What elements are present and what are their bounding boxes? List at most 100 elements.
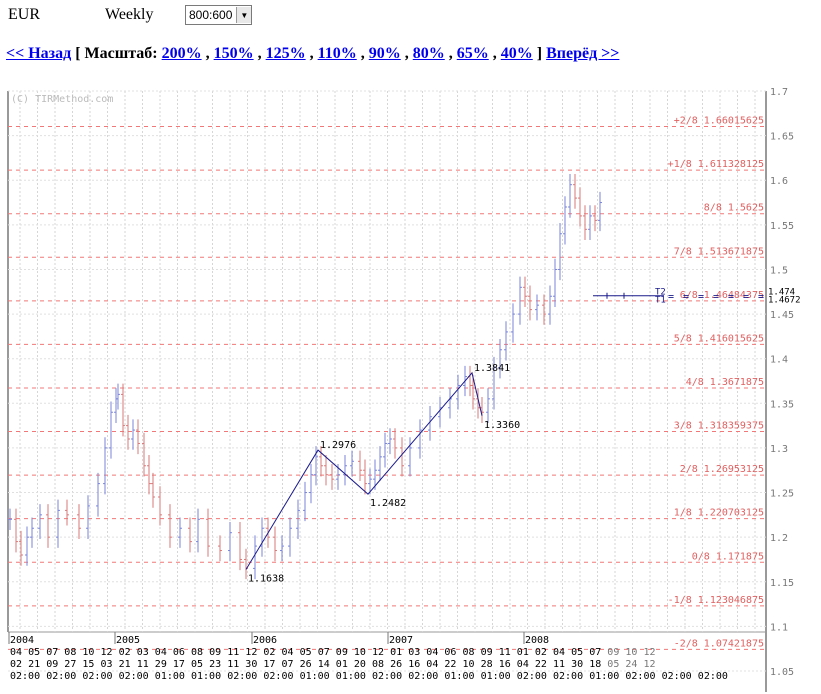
level-label: 2/8 1.26953125 [680,464,764,475]
target-dash: = [668,292,674,303]
x-month-label: 02 [119,647,131,658]
x-month-label: 10 [354,647,366,658]
x-month-label: 12 [245,647,257,658]
target-dash: = [728,292,734,303]
x-month-label: 08 [463,647,475,658]
x-month-label: 10 [625,647,637,658]
x-month-label: 03 [408,647,420,658]
target-dash: = [713,292,719,303]
x-month-label: 12 [101,647,113,658]
zoom-link-90[interactable]: 90% [368,45,401,62]
forward-link[interactable]: Вперёд >> [546,45,620,62]
x-time-label: 02:00 [119,671,149,682]
zoom-separator: , [492,45,497,62]
target-dash: = [758,292,764,303]
x-month-label: 04 [155,647,167,658]
x-time-label: 02:00 [46,671,76,682]
x-day-label: 22 [535,659,547,670]
level-label: -1/8 1.123046875 [668,595,764,606]
x-month-label: 09 [481,647,493,658]
x-month-label: 05 [300,647,312,658]
x-month-label: 12 [644,647,656,658]
x-time-label: 02:00 [82,671,112,682]
level-label: 0/8 1.171875 [692,551,764,562]
x-day-label: 02 [10,659,22,670]
chevron-down-icon[interactable]: ▼ [236,7,252,23]
top-bar: EUR Weekly 800:600 ▼ [8,4,253,26]
size-select-value: 800:600 [189,8,233,22]
x-month-label: 01 [390,647,402,658]
y-tick-label: 1.25 [770,489,794,500]
year-label: 2004 [10,635,34,646]
target-label-t2: T2 [655,288,666,298]
x-day-label: 08 [372,659,384,670]
close-bracket: ] [536,45,543,62]
x-time-label: 02:00 [372,671,402,682]
x-day-label: 07 [282,659,294,670]
x-month-label: 04 [553,647,565,658]
zigzag-label: 1.3841 [474,363,510,374]
x-day-label: 05 [607,659,619,670]
x-day-label: 16 [408,659,420,670]
x-month-label: 01 [517,647,529,658]
x-month-label: 02 [263,647,275,658]
y-tick-label: 1.55 [770,221,794,232]
x-month-label: 09 [607,647,619,658]
zigzag-label: 1.3360 [484,420,520,431]
x-month-label: 04 [426,647,438,658]
x-day-label: 16 [499,659,511,670]
x-month-label: 06 [444,647,456,658]
zoom-link-110[interactable]: 110% [317,45,357,62]
x-month-label: 04 [282,647,294,658]
zoom-separator: , [360,45,365,62]
level-label: 5/8 1.416015625 [674,333,764,344]
zoom-link-40[interactable]: 40% [500,45,533,62]
y-tick-label: 1.65 [770,132,794,143]
zoom-separator: , [404,45,409,62]
x-day-label: 30 [571,659,583,670]
x-month-label: 07 [589,647,601,658]
x-day-label: 10 [463,659,475,670]
price-chart: 1.7 1.65 1.6 1.55 1.5 1.45 1.4 1.35 1.3 1.25 1.2 1.… [7,87,801,692]
x-month-label: 07 [46,647,58,658]
year-label: 2007 [389,635,413,646]
x-time-label: 02:00 [517,671,547,682]
target-dash: = [683,292,689,303]
x-time-label: 01:00 [300,671,330,682]
zoom-link-125[interactable]: 125% [265,45,306,62]
level-label: +1/8 1.611328125 [668,159,764,170]
zoom-link-200[interactable]: 200% [161,45,202,62]
back-link[interactable]: << Назад [6,45,72,62]
level-label: +2/8 1.66015625 [674,116,764,127]
x-day-label: 23 [209,659,221,670]
x-time-label: 02:00 [227,671,257,682]
target-dash: = [743,292,749,303]
y-tick-label: 1.7 [770,87,788,98]
x-day-label: 26 [300,659,312,670]
x-month-label: 08 [64,647,76,658]
zoom-link-80[interactable]: 80% [412,45,445,62]
zigzag-label: 1.2976 [320,440,356,451]
x-day-label: 05 [191,659,203,670]
size-select[interactable]: 800:600 ▼ [185,5,253,25]
level-label: 6/8 1.46484375 [680,290,764,301]
x-day-label: 15 [82,659,94,670]
zoom-link-65[interactable]: 65% [456,45,489,62]
zigzag-label: 1.2482 [370,498,406,509]
x-day-label: 11 [553,659,565,670]
x-time-label: 02:00 [553,671,583,682]
x-day-label: 22 [444,659,456,670]
x-time-label: 01:00 [444,671,474,682]
zoom-link-150[interactable]: 150% [213,45,254,62]
x-month-label: 12 [372,647,384,658]
target-label-t1: T1 [655,296,666,306]
y-tick-label: 1.2 [770,533,788,544]
x-time-label: 01:00 [481,671,511,682]
target-value-upper: 1.474 [768,288,795,298]
target-value-lower: 1.4672 [768,296,801,306]
level-label: 3/8 1.318359375 [674,421,764,432]
zoom-navigation: << Назад [ Масштаб: 200% , 150% , 125% ,… [6,45,619,63]
x-time-label: 02:00 [408,671,438,682]
year-label: 2005 [116,635,140,646]
x-month-label: 02 [535,647,547,658]
